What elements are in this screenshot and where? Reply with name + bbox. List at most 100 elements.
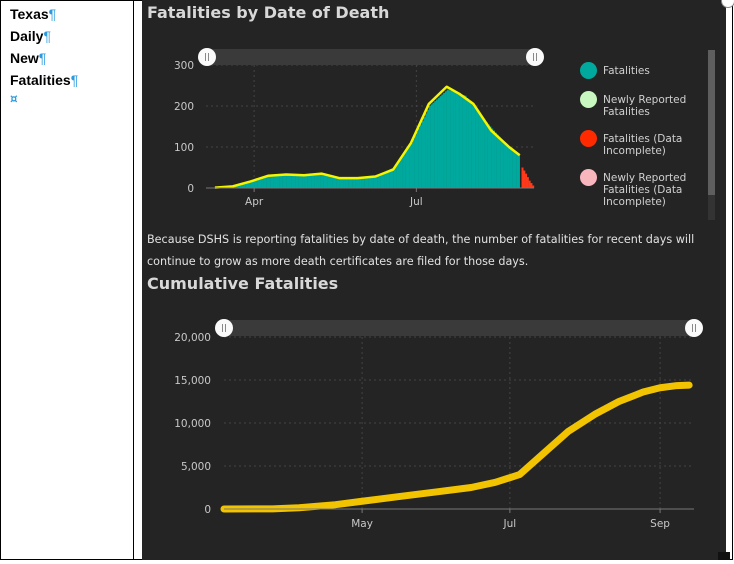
fatalities-bar bbox=[416, 131, 419, 188]
fatalities-bar bbox=[453, 92, 456, 188]
fatalities-bar bbox=[473, 107, 476, 188]
chart1-bars bbox=[214, 89, 535, 188]
fatalities-bar bbox=[348, 178, 351, 188]
cumulative-fatalities-line bbox=[220, 381, 693, 513]
fatalities-bar bbox=[241, 183, 244, 188]
fatalities-bar bbox=[309, 174, 312, 188]
fatalities-bar bbox=[512, 150, 515, 188]
fatalities-bar bbox=[396, 162, 399, 188]
slider-handle-start[interactable] bbox=[215, 319, 233, 337]
fatalities-bar bbox=[352, 177, 355, 188]
chart1-range-slider[interactable] bbox=[198, 48, 544, 66]
incomplete-bar bbox=[525, 173, 528, 188]
slider-track bbox=[224, 320, 694, 336]
fatalities-bar bbox=[252, 180, 255, 188]
fatalities-bar bbox=[384, 171, 387, 188]
fatalities-bar bbox=[471, 104, 474, 188]
seven-day-average-line bbox=[214, 85, 521, 189]
y-tick-label: 0 bbox=[204, 504, 211, 516]
fatalities-bar bbox=[250, 180, 253, 188]
chart2-range-slider[interactable] bbox=[215, 319, 703, 337]
incomplete-bar bbox=[528, 180, 531, 188]
chart2-gridlines bbox=[224, 336, 694, 509]
fatalities-bar bbox=[362, 177, 365, 188]
fatalities-bar bbox=[378, 174, 381, 188]
fatalities-bar bbox=[485, 122, 488, 188]
fatalities-bar bbox=[291, 174, 294, 188]
daily-fatalities-chart: 0 100 200 300 Apr Jul bbox=[174, 48, 544, 208]
y-tick-label: 200 bbox=[174, 101, 194, 113]
incomplete-bar bbox=[532, 185, 535, 188]
incomplete-bar bbox=[526, 177, 529, 188]
fatalities-bar bbox=[302, 175, 305, 188]
label-line-new: New¶ bbox=[10, 50, 47, 66]
fatalities-bar bbox=[382, 172, 385, 188]
fatalities-bar bbox=[389, 169, 392, 188]
fatalities-bar bbox=[266, 176, 269, 188]
fatalities-bar bbox=[377, 174, 380, 188]
fatalities-bar bbox=[507, 145, 510, 188]
legend-scrollbar-thumb[interactable] bbox=[708, 50, 715, 195]
fatalities-bar bbox=[375, 175, 378, 188]
pilcrow-mark: ¶ bbox=[38, 50, 47, 66]
legend-label: Fatalities (Data Incomplete) bbox=[603, 133, 683, 157]
fatalities-bar bbox=[432, 102, 435, 188]
legend-scrollbar[interactable] bbox=[708, 50, 715, 220]
fatalities-bar bbox=[361, 177, 364, 188]
fatalities-bar bbox=[268, 175, 271, 188]
fatalities-bar bbox=[439, 96, 442, 188]
fatalities-bar bbox=[493, 130, 495, 188]
fatalities-bar bbox=[450, 90, 453, 188]
fatalities-bar bbox=[330, 176, 333, 188]
chart1-average-line bbox=[214, 85, 521, 189]
fatalities-bar bbox=[343, 178, 346, 188]
slider-handle-end[interactable] bbox=[685, 319, 703, 337]
fatalities-bar bbox=[353, 177, 356, 188]
fatalities-bar bbox=[359, 177, 362, 188]
fatalities-bar bbox=[505, 143, 508, 188]
fatalities-bar bbox=[430, 104, 433, 188]
fatalities-bar bbox=[446, 89, 449, 188]
fatalities-bar bbox=[503, 142, 506, 188]
fatalities-bar bbox=[459, 93, 462, 188]
fatalities-bar bbox=[307, 174, 310, 188]
fatalities-bar bbox=[437, 97, 440, 188]
fatalities-bar bbox=[393, 167, 396, 188]
fatalities-bar bbox=[264, 176, 267, 188]
legend-item[interactable]: Fatalities (Data Incomplete) bbox=[580, 130, 703, 157]
slider-handle-end[interactable] bbox=[526, 48, 544, 66]
table-cell-label: Texas¶ Daily¶ New¶ Fatalities¶ ¤ bbox=[0, 0, 134, 560]
chart2-title: Cumulative Fatalities bbox=[147, 274, 339, 293]
fatalities-bar bbox=[510, 148, 513, 188]
fatalities-bar bbox=[419, 124, 422, 188]
y-tick-label: 10,000 bbox=[174, 418, 211, 430]
x-tick-label: May bbox=[351, 518, 373, 530]
fatalities-bar bbox=[288, 174, 290, 188]
cumulative-fatalities-chart: 0 5,000 10,000 15,000 20,000 May Jul Sep bbox=[174, 319, 703, 530]
legend-label: Fatalities bbox=[603, 65, 650, 77]
fatalities-bar bbox=[277, 175, 280, 188]
fatalities-bar bbox=[280, 174, 283, 188]
fatalities-bar bbox=[275, 175, 278, 188]
fatalities-bar bbox=[400, 157, 403, 188]
fatalities-bar bbox=[373, 175, 376, 188]
fatalities-bar bbox=[394, 165, 397, 188]
fatalities-bar bbox=[350, 178, 353, 188]
dashboard-panel: Fatalities by Date of Death 0 100 200 300 Ap… bbox=[142, 0, 726, 560]
legend-item[interactable]: Fatalities bbox=[580, 62, 703, 79]
slider-handle-start[interactable] bbox=[198, 48, 216, 66]
fatalities-bar bbox=[273, 175, 276, 188]
resize-handle[interactable] bbox=[718, 552, 730, 560]
legend-item[interactable]: Newly Reported Fatalities (Data Incomple… bbox=[580, 169, 703, 208]
legend-item[interactable]: Newly Reported Fatalities bbox=[580, 91, 703, 118]
chart1-gridlines bbox=[206, 64, 534, 188]
y-tick-label: 100 bbox=[174, 142, 194, 154]
fatalities-bar bbox=[391, 168, 394, 188]
fatalities-bar bbox=[339, 178, 342, 188]
fatalities-bar bbox=[444, 91, 447, 188]
collapse-icon[interactable] bbox=[721, 0, 734, 8]
fatalities-bar bbox=[480, 116, 483, 188]
pilcrow-mark: ¶ bbox=[48, 6, 57, 22]
fatalities-bar bbox=[236, 184, 239, 188]
fatalities-bar bbox=[263, 177, 266, 188]
